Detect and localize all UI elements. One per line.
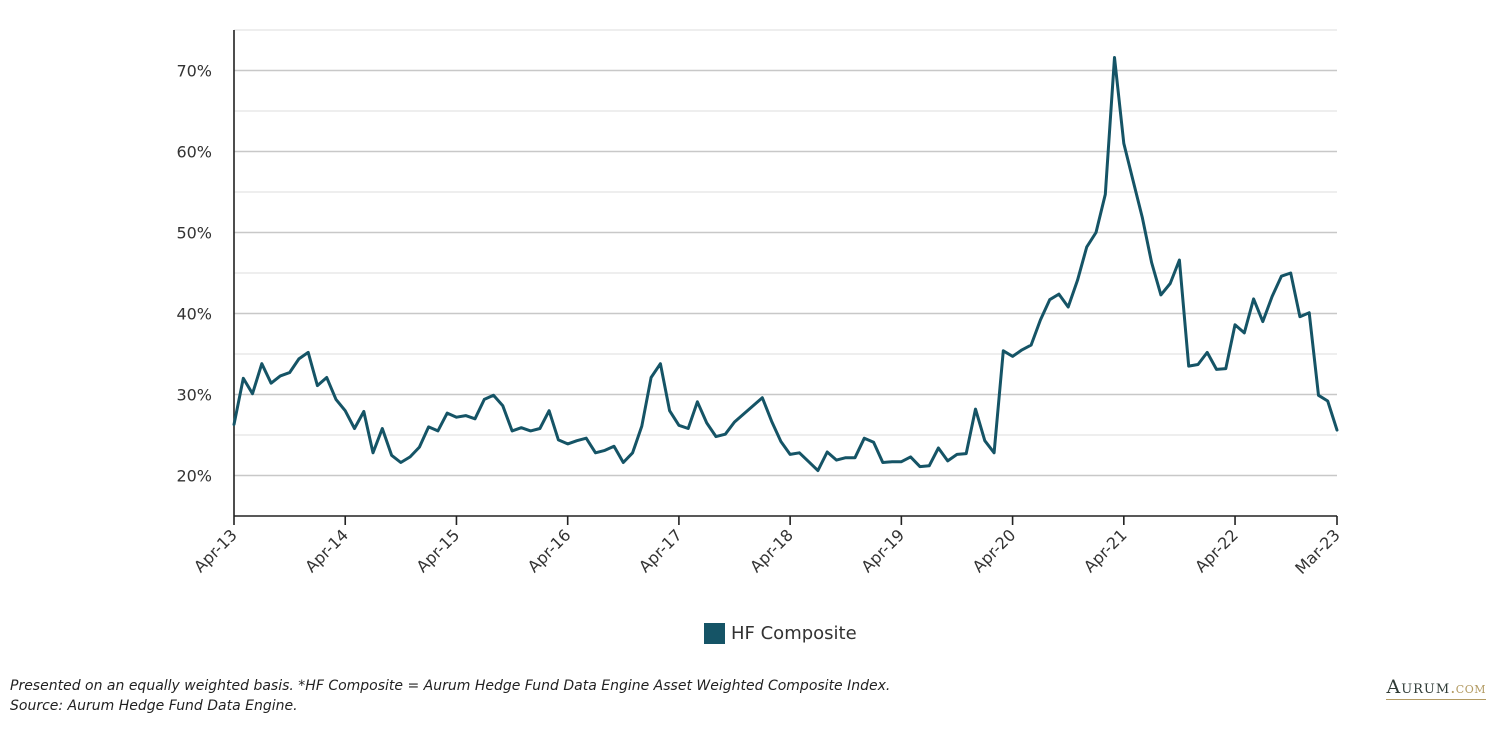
grid-lines: [234, 29, 1337, 477]
x-tick-label: Apr-13: [190, 525, 241, 576]
x-tick-label: Apr-22: [1191, 525, 1242, 576]
footnote-line-1: Presented on an equally weighted basis. …: [10, 678, 891, 694]
x-tick-label: Apr-16: [524, 525, 575, 576]
footnote-line-2: Source: Aurum Hedge Fund Data Engine.: [10, 698, 298, 714]
series-layer: [232, 56, 1339, 473]
brand-suffix: .com: [1450, 678, 1486, 697]
x-tick-label: Apr-15: [413, 525, 464, 576]
x-tick-label: Mar-23: [1291, 525, 1344, 578]
y-tick-label: 50%: [176, 224, 212, 243]
x-axis-tick-labels: Apr-13 Apr-14 Apr-15 Apr-16 Apr-17 Apr-18 Apr-…: [190, 525, 1344, 578]
x-tick-label: Apr-14: [301, 525, 352, 576]
legend-label-hf-composite: HF Composite: [731, 623, 857, 644]
series-line-hf-composite: [232, 56, 1339, 473]
x-tick-label: Apr-20: [969, 525, 1020, 576]
brand-logo: Aurum.com: [1386, 676, 1486, 700]
y-tick-label: 30%: [176, 386, 212, 405]
y-axis-tick-labels: 20% 30% 40% 50% 60% 70%: [176, 62, 212, 486]
x-tick-label: Apr-21: [1080, 525, 1131, 576]
brand-name: Aurum: [1386, 676, 1451, 698]
y-tick-label: 40%: [176, 305, 212, 324]
x-tick-label: Apr-17: [635, 525, 686, 576]
x-tick-label: Apr-19: [857, 525, 908, 576]
legend: HF Composite: [704, 623, 857, 644]
legend-swatch-hf-composite: [704, 623, 725, 644]
axes: [233, 30, 1338, 525]
y-tick-label: 70%: [176, 62, 212, 81]
y-tick-label: 60%: [176, 143, 212, 162]
y-tick-label: 20%: [176, 467, 212, 486]
footnote: Presented on an equally weighted basis. …: [10, 676, 890, 716]
x-tick-label: Apr-18: [746, 525, 797, 576]
